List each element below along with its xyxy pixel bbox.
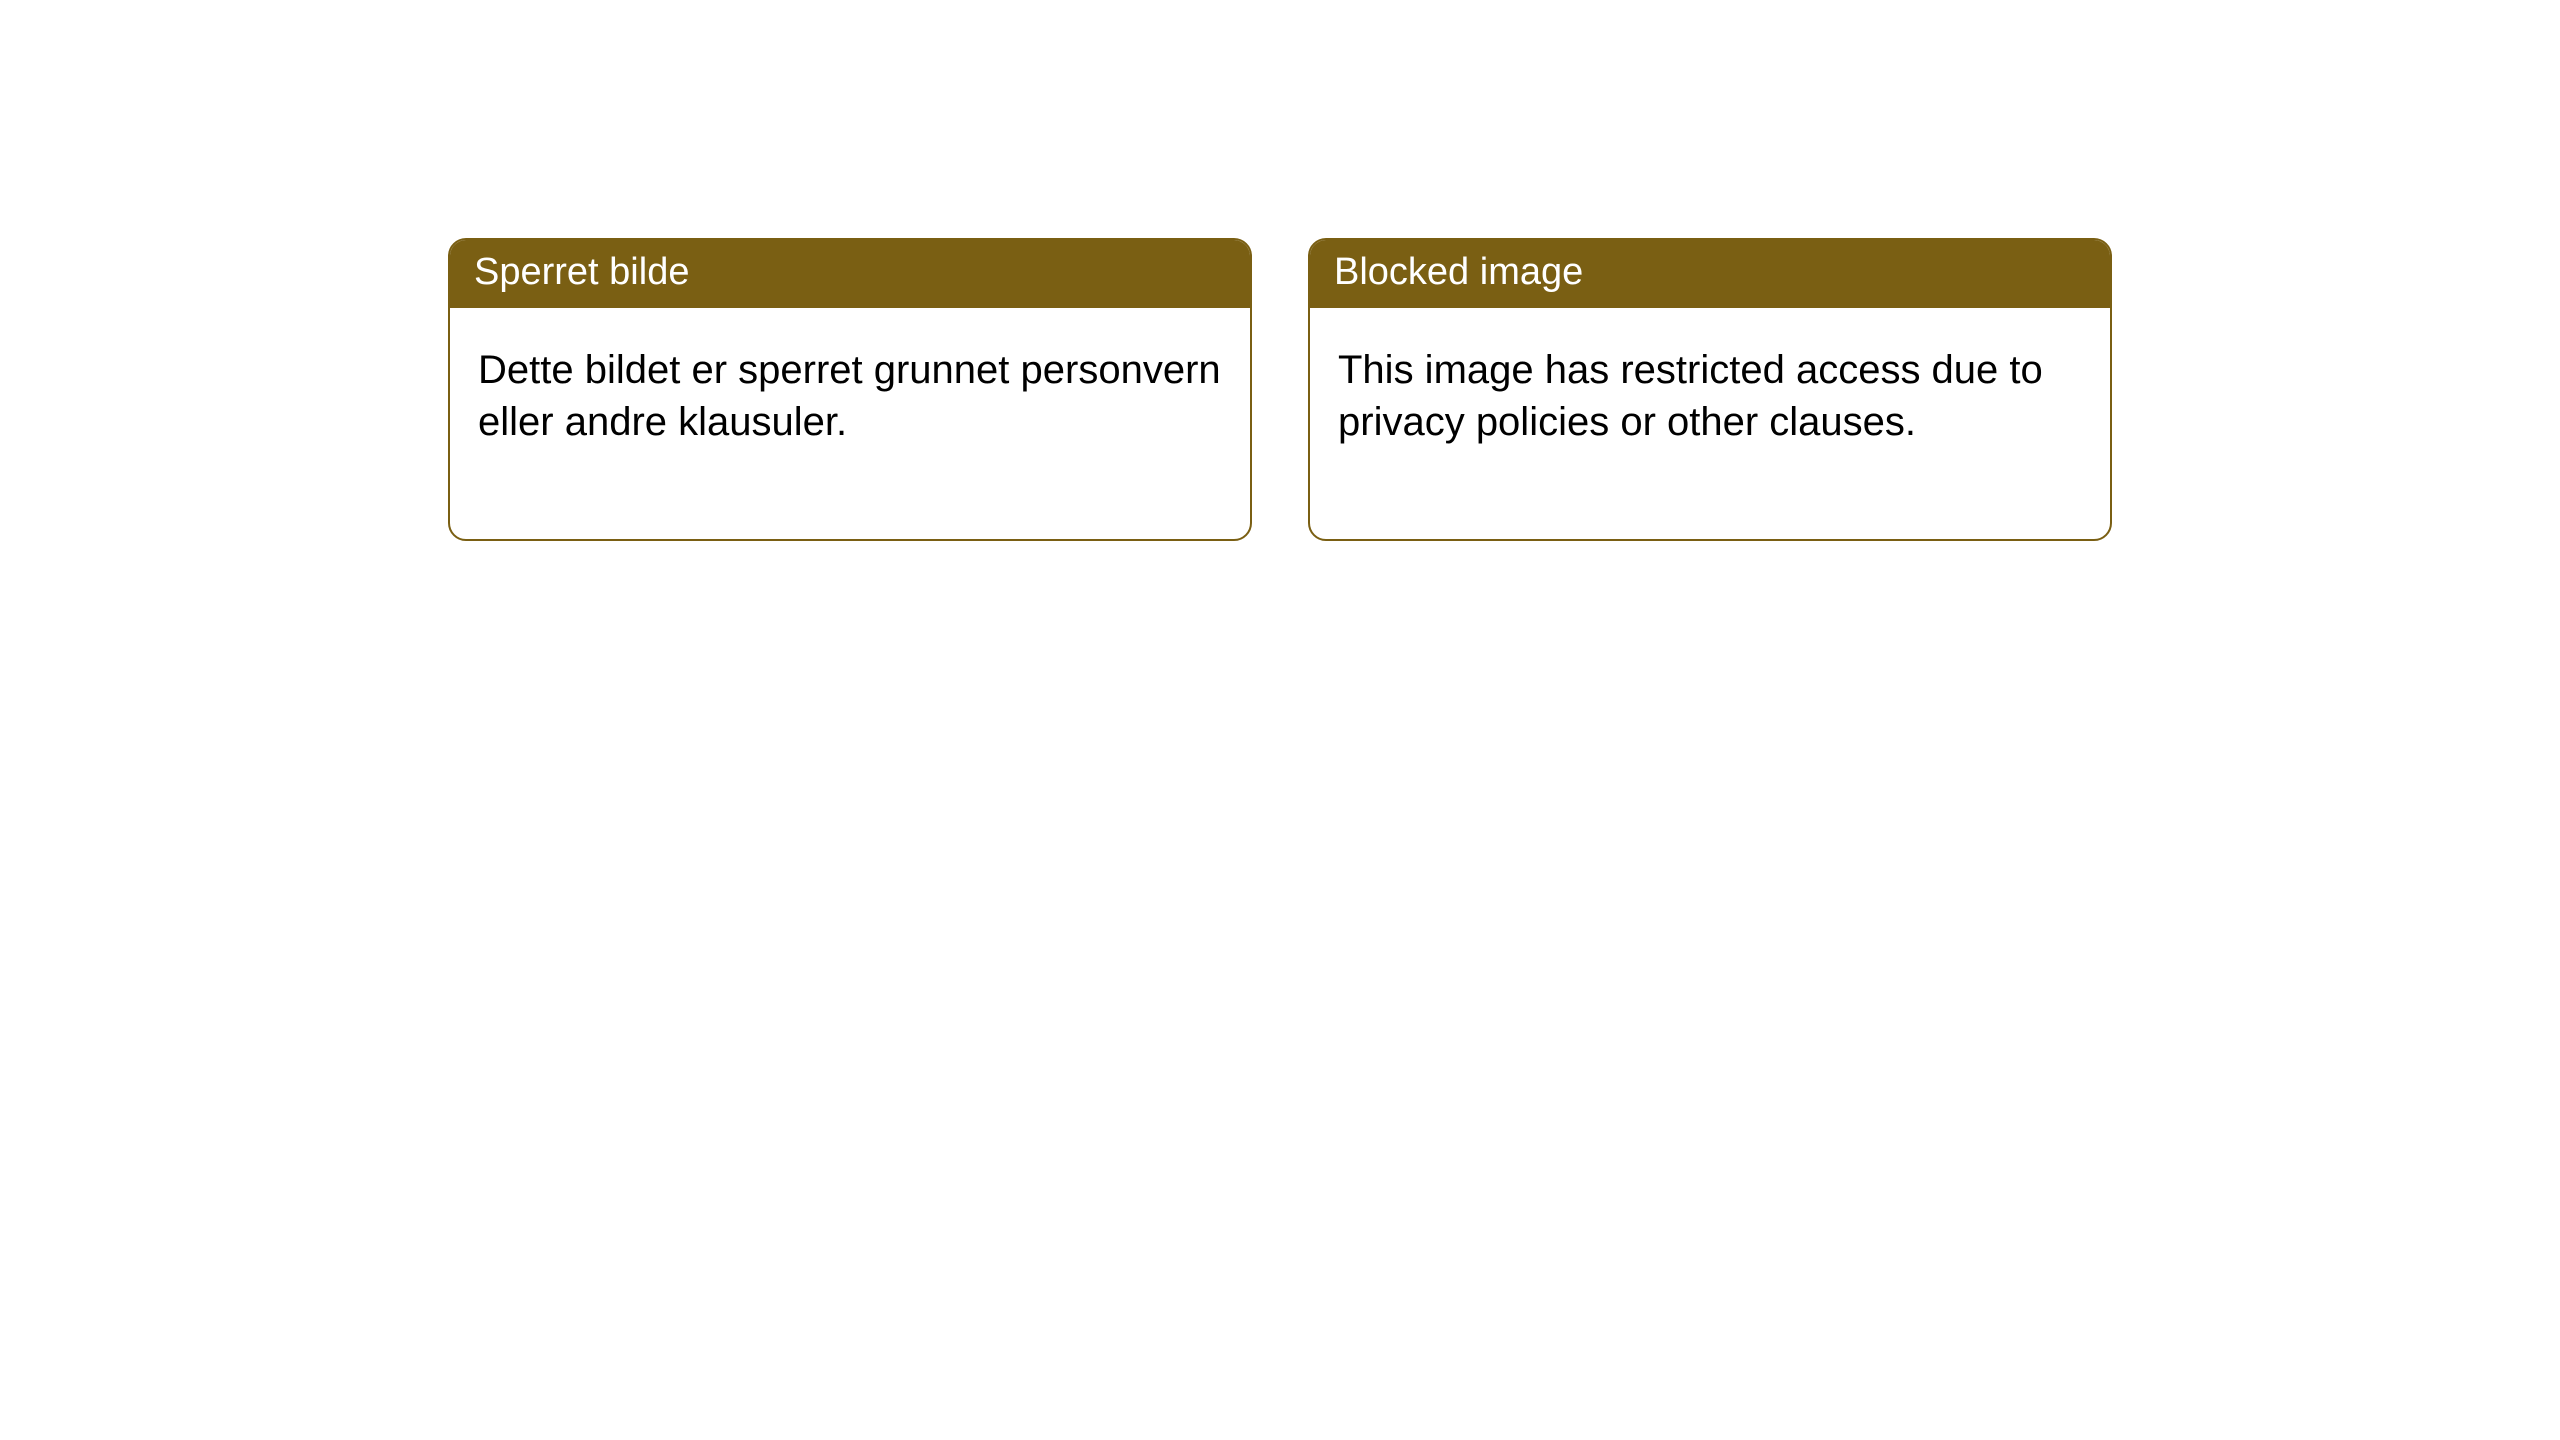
card-body-text: Dette bildet er sperret grunnet personve…	[478, 348, 1221, 445]
card-title: Blocked image	[1334, 251, 1583, 293]
card-title: Sperret bilde	[474, 251, 689, 293]
notice-card-norwegian: Sperret bilde Dette bildet er sperret gr…	[448, 238, 1252, 541]
card-body-text: This image has restricted access due to …	[1338, 348, 2043, 445]
card-header: Sperret bilde	[450, 240, 1250, 308]
notice-card-english: Blocked image This image has restricted …	[1308, 238, 2112, 541]
card-body: This image has restricted access due to …	[1310, 308, 2110, 540]
card-header: Blocked image	[1310, 240, 2110, 308]
notice-container: Sperret bilde Dette bildet er sperret gr…	[448, 238, 2112, 541]
card-body: Dette bildet er sperret grunnet personve…	[450, 308, 1250, 540]
